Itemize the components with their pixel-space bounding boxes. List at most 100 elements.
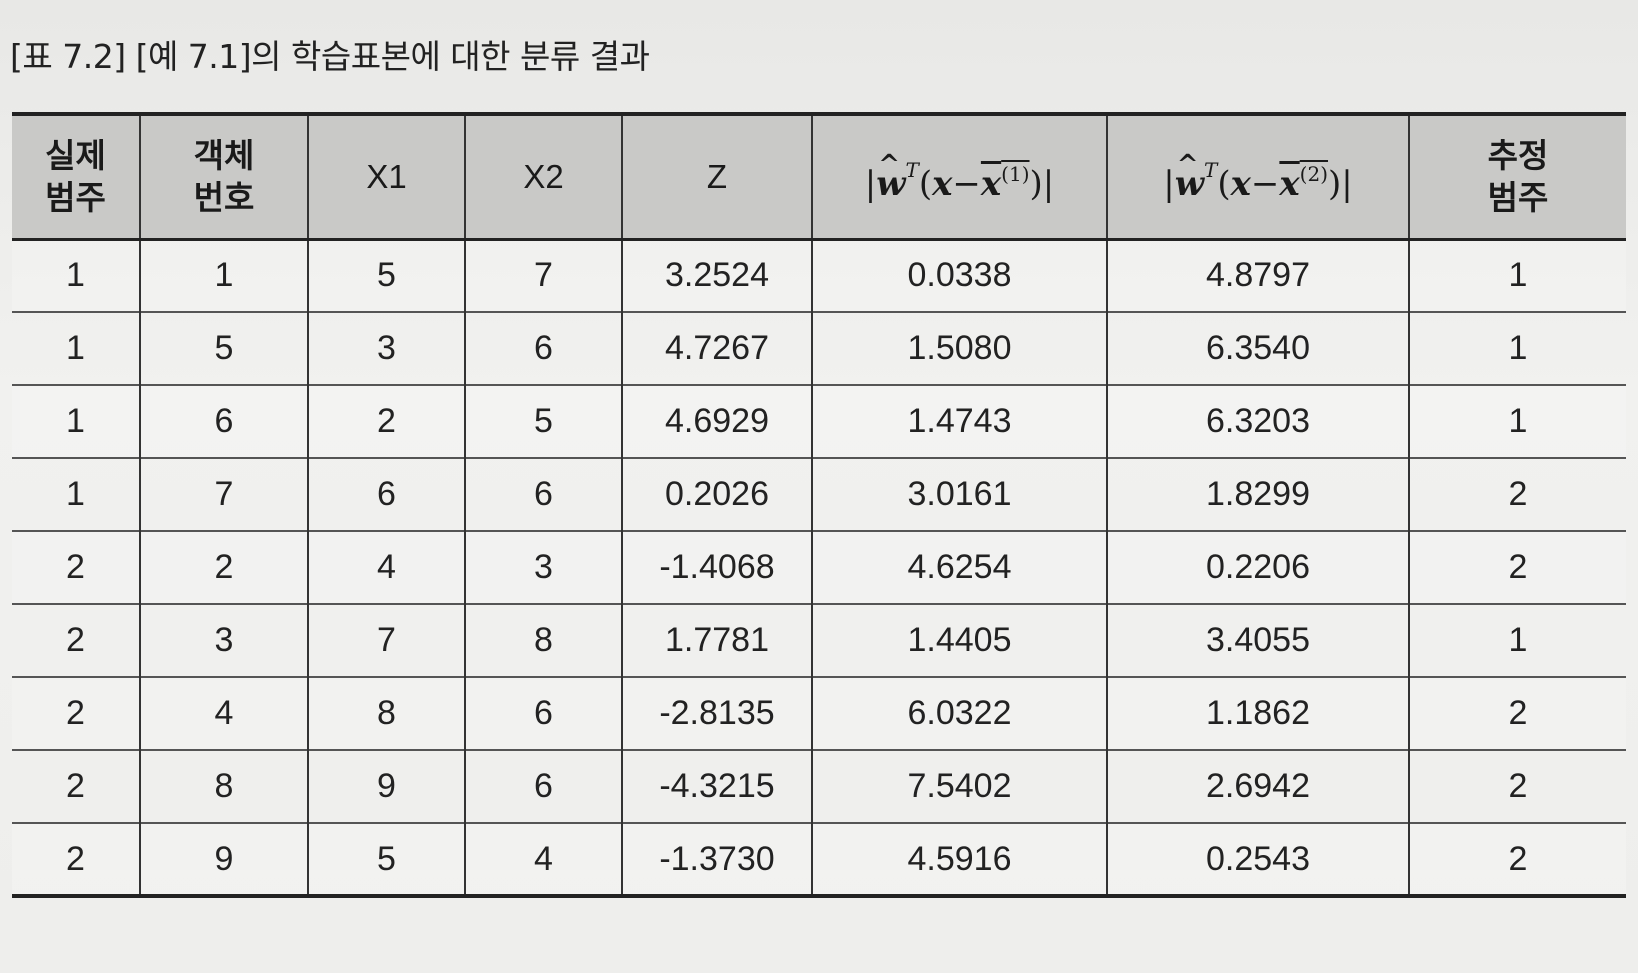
- distance2-xbar: x: [1279, 163, 1300, 204]
- cell-distance-class2: 0.2206: [1106, 531, 1409, 604]
- cell-estimated-category: 1: [1408, 312, 1626, 385]
- cell-estimated-category: 1: [1408, 385, 1626, 458]
- distance2-x: x: [1230, 163, 1251, 204]
- table-row: 2 4 8 6 -2.8135 6.0322 1.1862 2: [12, 677, 1626, 750]
- distance1-close-paren: ): [1029, 163, 1043, 204]
- cell-distance-class1: 4.6254: [811, 531, 1107, 604]
- table-row: 1 7 6 6 0.2026 3.0161 1.8299 2: [12, 458, 1626, 531]
- cell-actual-category: 1: [66, 329, 85, 367]
- distance2-hat-symbol: ^: [1176, 149, 1199, 180]
- cell-x1: 9: [307, 750, 465, 823]
- distance2-w: w: [1174, 163, 1204, 204]
- cell-x2: 6: [464, 312, 622, 385]
- distance2-bar-left: |: [1163, 163, 1175, 204]
- cell-x1: 6: [307, 458, 465, 531]
- cell-x2: 8: [464, 604, 622, 677]
- header-distance-class2: | ^ wT(x−x(2))|: [1106, 114, 1409, 239]
- table-row: 2 2 4 3 -1.4068 4.6254 0.2206 2: [12, 531, 1626, 604]
- cell-x1: 2: [307, 385, 465, 458]
- distance1-open-paren: (: [918, 163, 933, 204]
- cell-z: -1.3730: [621, 823, 812, 896]
- cell-z: 3.2524: [621, 239, 812, 312]
- cell-object-number: 9: [139, 823, 308, 896]
- distance2-bar-right: |: [1341, 163, 1353, 204]
- cell-x2: 3: [464, 531, 622, 604]
- table-row: 1 1 5 7 3.2524 0.0338 4.8797 1: [12, 239, 1626, 312]
- header-x2-label: X2: [523, 157, 564, 195]
- distance1-xbar: x: [980, 163, 1002, 204]
- distance2-w-hat: ^ w: [1174, 150, 1204, 204]
- cell-estimated-category: 1: [1408, 604, 1626, 677]
- header-x1: X1: [307, 114, 465, 239]
- cell-distance-class1: 0.0338: [811, 239, 1107, 312]
- cell-x1: 7: [307, 604, 465, 677]
- cell-x2: 6: [464, 458, 622, 531]
- table-row: 2 8 9 6 -4.3215 7.5402 2.6942 2: [12, 750, 1626, 823]
- table-row: 1 5 3 6 4.7267 1.5080 6.3540 1: [12, 312, 1626, 385]
- cell-distance-class2: 2.6942: [1106, 750, 1409, 823]
- classification-results-table: 실제 범주 객체 번호 X1 X2 Z | ^ wT(x−x(1))| | ^ wT(x…: [12, 112, 1626, 898]
- distance2-transpose: T: [1204, 157, 1218, 182]
- cell-x1: 3: [307, 312, 465, 385]
- cell-x1: 8: [307, 677, 465, 750]
- cell-distance-class1: 1.4405: [811, 604, 1107, 677]
- cell-actual-category: 2: [66, 694, 85, 732]
- cell-object-number: 2: [139, 531, 308, 604]
- distance2-close-paren: ): [1328, 163, 1342, 204]
- header-row: 실제 범주 객체 번호 X1 X2 Z | ^ wT(x−x(1))| | ^ wT(x…: [12, 114, 1626, 239]
- cell-x2: 6: [464, 677, 622, 750]
- cell-distance-class1: 6.0322: [811, 677, 1107, 750]
- cell-x2: 6: [464, 750, 622, 823]
- cell-distance-class2: 1.8299: [1106, 458, 1409, 531]
- cell-distance-class2: 6.3540: [1106, 312, 1409, 385]
- table-row: 2 9 5 4 -1.3730 4.5916 0.2543 2: [12, 823, 1626, 896]
- header-object-number: 객체 번호: [139, 114, 308, 239]
- header-estimated-category-line2: 범주: [1487, 177, 1549, 217]
- header-estimated-category: 추정 범주: [1408, 114, 1626, 239]
- cell-z: -2.8135: [621, 677, 812, 750]
- cell-z: 1.7781: [621, 604, 812, 677]
- cell-distance-class2: 4.8797: [1106, 239, 1409, 312]
- distance1-transpose: T: [905, 157, 919, 182]
- cell-estimated-category: 2: [1408, 531, 1626, 604]
- header-estimated-category-line1: 추정: [1487, 135, 1549, 175]
- cell-actual-category: 2: [66, 839, 85, 878]
- cell-z: 4.6929: [621, 385, 812, 458]
- header-z: Z: [621, 114, 812, 239]
- cell-actual-category: 1: [66, 402, 85, 440]
- cell-z: 4.7267: [621, 312, 812, 385]
- header-distance-class1: | ^ wT(x−x(1))|: [811, 114, 1107, 239]
- cell-object-number: 5: [139, 312, 308, 385]
- distance2-index: (2): [1299, 161, 1329, 186]
- distance1-w-hat: ^ w: [876, 150, 906, 204]
- table-caption: [표 7.2] [예 7.1]의 학습표본에 대한 분류 결과: [10, 37, 650, 76]
- cell-distance-class1: 3.0161: [811, 458, 1107, 531]
- cell-x1: 5: [307, 239, 465, 312]
- cell-estimated-category: 2: [1408, 458, 1626, 531]
- cell-object-number: 7: [139, 458, 308, 531]
- cell-object-number: 1: [139, 239, 308, 312]
- cell-estimated-category: 2: [1408, 677, 1626, 750]
- header-x1-label: X1: [366, 157, 407, 195]
- cell-object-number: 6: [139, 385, 308, 458]
- cell-x1: 5: [307, 823, 465, 896]
- cell-x2: 5: [464, 385, 622, 458]
- distance2-open-paren: (: [1217, 163, 1231, 204]
- cell-distance-class2: 0.2543: [1106, 823, 1409, 896]
- cell-distance-class1: 4.5916: [811, 823, 1107, 896]
- distance1-index: (1): [1001, 161, 1030, 186]
- distance1-hat-symbol: ^: [878, 149, 901, 180]
- header-x2: X2: [464, 114, 622, 239]
- distance1-w: w: [876, 163, 906, 204]
- header-object-number-line2: 번호: [193, 177, 255, 217]
- cell-object-number: 8: [139, 750, 308, 823]
- distance1-bar-right: |: [1042, 163, 1055, 204]
- distance2-minus: −: [1250, 163, 1280, 204]
- header-actual-category: 실제 범주: [12, 114, 140, 239]
- classification-table-container: 실제 범주 객체 번호 X1 X2 Z | ^ wT(x−x(1))| | ^ wT(x…: [12, 112, 1626, 898]
- header-actual-category-line1: 실제: [45, 135, 106, 175]
- cell-z: -4.3215: [621, 750, 812, 823]
- header-actual-category-line2: 범주: [45, 177, 106, 217]
- cell-x1: 4: [307, 531, 465, 604]
- cell-actual-category: 2: [66, 621, 85, 659]
